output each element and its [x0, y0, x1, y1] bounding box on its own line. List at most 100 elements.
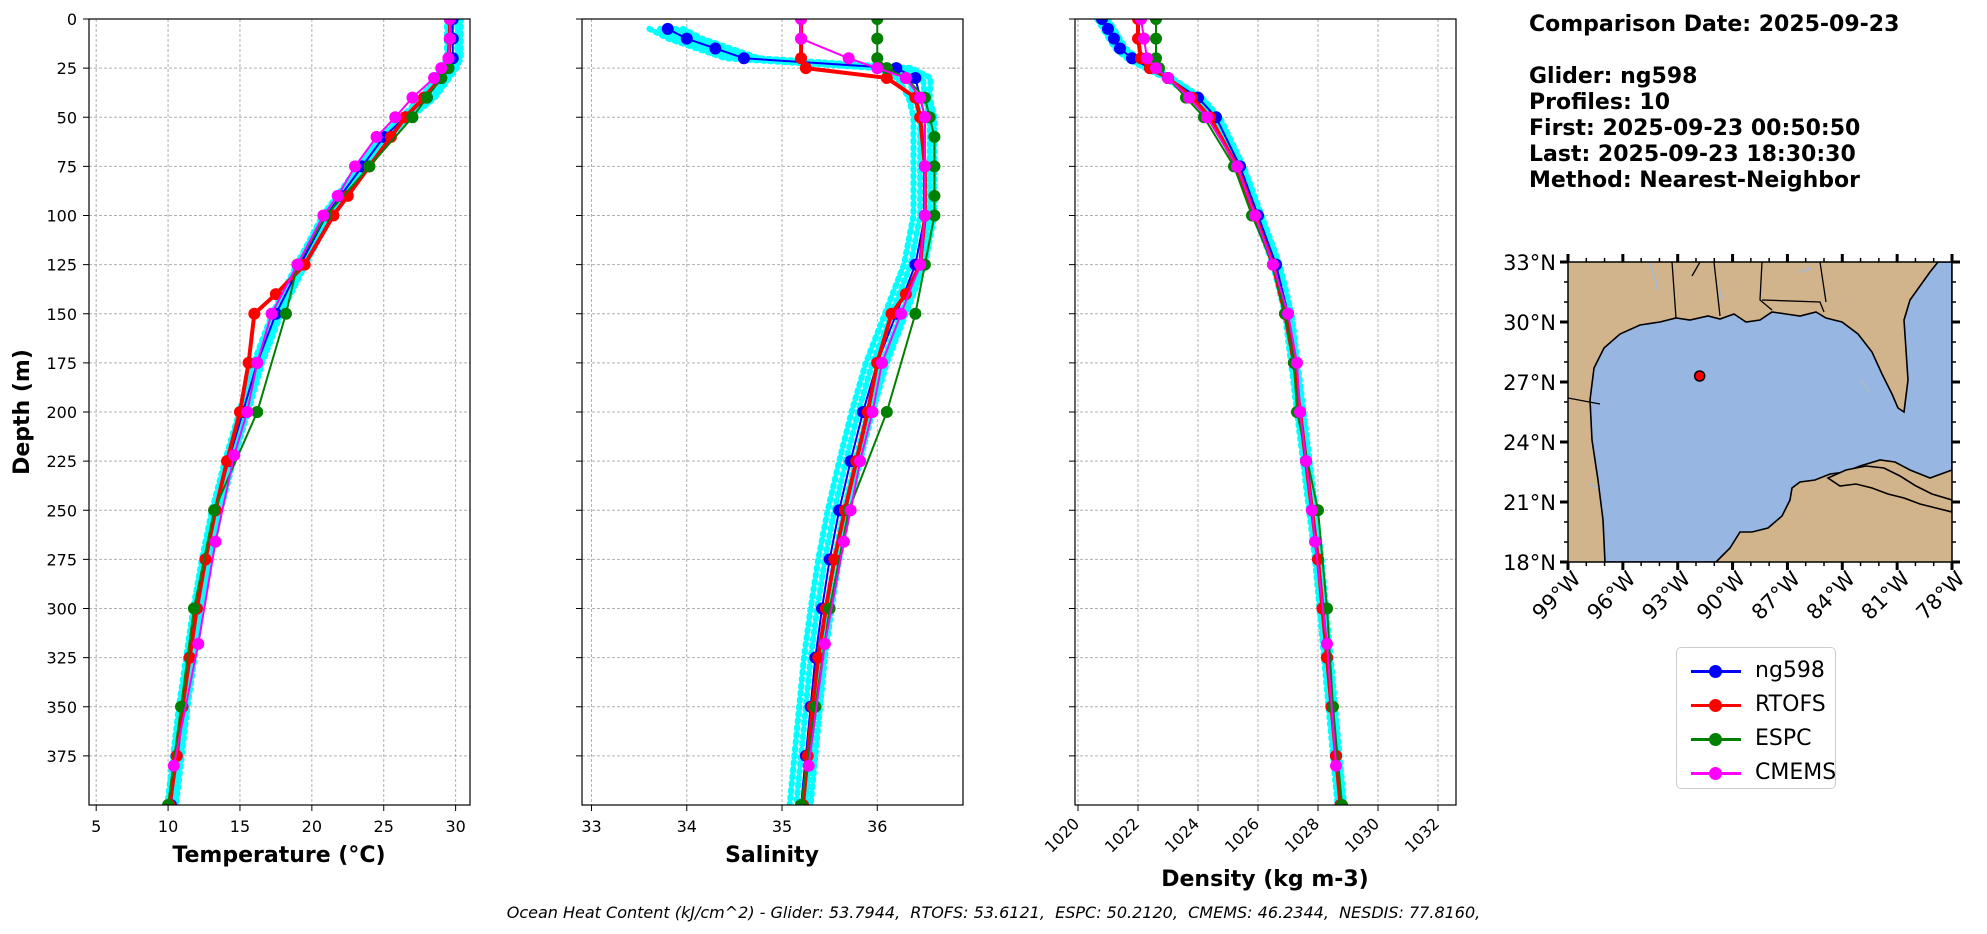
data-point-espc [187, 602, 200, 615]
data-point-rtofs [248, 307, 261, 320]
ohc-espc-name: ESPC [1055, 903, 1097, 922]
data-point-espc [928, 160, 941, 173]
map-lon-label: 84°W [1802, 566, 1860, 624]
x-tick-label: 30 [445, 817, 465, 836]
y-tick-label: 175 [46, 354, 77, 373]
data-point-rtofs [269, 288, 282, 301]
map-lat-label: 33°N [1503, 251, 1556, 275]
data-point-rtofs [242, 356, 255, 369]
data-point-ng598 [1108, 32, 1120, 45]
y-tick-label: 350 [46, 698, 77, 717]
data-point-cmems [1282, 307, 1294, 320]
data-point-rtofs [880, 71, 893, 84]
data-point-espc [363, 160, 376, 173]
glider-name: Glider: ng598 [1529, 64, 1698, 89]
data-point-cmems [1138, 32, 1150, 45]
data-point-cmems [795, 19, 808, 25]
legend-marker-espc [1709, 733, 1722, 746]
legend-label: ESPC [1755, 726, 1812, 751]
data-point-cmems [428, 71, 441, 84]
map-lon-label: 93°W [1637, 566, 1695, 624]
data-point-cmems [1141, 52, 1153, 65]
x-axis-label-salinity: Salinity [725, 843, 819, 868]
map-lat-label: 21°N [1503, 491, 1556, 515]
data-point-cmems [442, 52, 455, 65]
y-tick-label: 0 [67, 10, 77, 29]
y-axis-label: Depth (m) [10, 349, 35, 475]
y-tick-label: 150 [46, 305, 77, 324]
y-tick-label: 375 [46, 747, 77, 766]
series-group [1094, 19, 1348, 805]
data-point-cmems [802, 759, 815, 772]
data-point-cmems [876, 356, 889, 369]
x-tick-label: 1020 [1041, 814, 1083, 856]
raw-glider-profile-1 [657, 25, 924, 805]
x-tick-label: 1024 [1161, 814, 1203, 856]
data-point-cmems [348, 160, 361, 173]
map-rivers [1589, 262, 1871, 489]
ohc-rtofs-value: 53.6121 [973, 903, 1040, 922]
data-point-espc [279, 307, 292, 320]
legend-marker-ng598 [1709, 665, 1722, 678]
data-point-cmems [167, 759, 180, 772]
data-point-cmems [192, 637, 205, 650]
ohc-nesdis-name: NESDIS [1339, 903, 1399, 922]
series-line-cmems [1140, 19, 1337, 766]
x-tick-label: 25 [374, 817, 394, 836]
x-tick-label: 36 [867, 817, 887, 836]
panel-temperature: 5 10 15 20 25 3002550751001251501752002252502… [46, 10, 471, 836]
legend-label: RTOFS [1755, 692, 1826, 717]
data-point-cmems [1294, 406, 1306, 418]
data-point-cmems [1267, 258, 1279, 271]
interpolation-method: Method: Nearest-Neighbor [1529, 168, 1860, 193]
data-point-espc [871, 19, 884, 25]
data-point-cmems [291, 258, 304, 271]
x-tick-label: 1026 [1221, 814, 1263, 856]
data-point-cmems [1291, 356, 1303, 369]
data-point-espc [1150, 32, 1162, 45]
y-tick-label: 300 [46, 600, 77, 619]
data-point-cmems [1330, 759, 1342, 772]
ohc-rtofs-name: RTOFS [910, 903, 964, 922]
data-point-cmems [1135, 19, 1147, 25]
data-point-cmems [914, 258, 927, 271]
map-lon-label: 87°W [1747, 566, 1805, 624]
data-point-cmems [406, 91, 419, 104]
y-tick-label: 325 [46, 649, 77, 668]
data-point-ng598 [709, 42, 722, 55]
legend-entry-rtofs: RTOFS [1685, 688, 1827, 722]
x-axis-label-density: Density (kg m-3) [1161, 867, 1369, 892]
y-tick-label: 250 [46, 501, 77, 520]
data-point-espc [871, 52, 884, 65]
data-point-cmems [895, 307, 908, 320]
axes-frame [581, 18, 964, 806]
profile-count: Profiles: 10 [1529, 90, 1671, 115]
data-point-ng598 [680, 32, 693, 45]
legend-label: CMEMS [1755, 760, 1837, 785]
data-point-cmems [1162, 71, 1174, 84]
data-point-ng598 [1102, 22, 1114, 35]
data-point-cmems [854, 455, 867, 468]
data-point-cmems [389, 111, 402, 124]
data-point-cmems [795, 32, 808, 45]
data-point-cmems [871, 62, 884, 75]
x-tick-label: 5 [91, 817, 101, 836]
map-ocean [1589, 262, 1952, 562]
data-point-espc [871, 32, 884, 45]
map-lat-label: 18°N [1503, 551, 1556, 575]
data-point-cmems [1150, 62, 1162, 75]
data-point-espc [1150, 52, 1162, 65]
y-tick-label: 125 [46, 256, 77, 275]
ocean-heat-content-footer: Ocean Heat Content (kJ/cm^2) - Glider: 5… [506, 903, 1481, 922]
y-tick-label: 275 [46, 550, 77, 569]
map-borders [1568, 262, 1827, 405]
data-point-espc [809, 700, 822, 713]
series-group [162, 19, 464, 805]
data-point-cmems [899, 71, 912, 84]
data-point-espc [1150, 19, 1162, 25]
data-point-cmems [228, 449, 241, 462]
last-profile-time: Last: 2025-09-23 18:30:30 [1529, 142, 1856, 167]
ohc-label: Ocean Heat Content (kJ/cm^2) [506, 903, 755, 922]
y-tick-label: 50 [57, 108, 77, 127]
series-line-rtofs [799, 19, 927, 805]
